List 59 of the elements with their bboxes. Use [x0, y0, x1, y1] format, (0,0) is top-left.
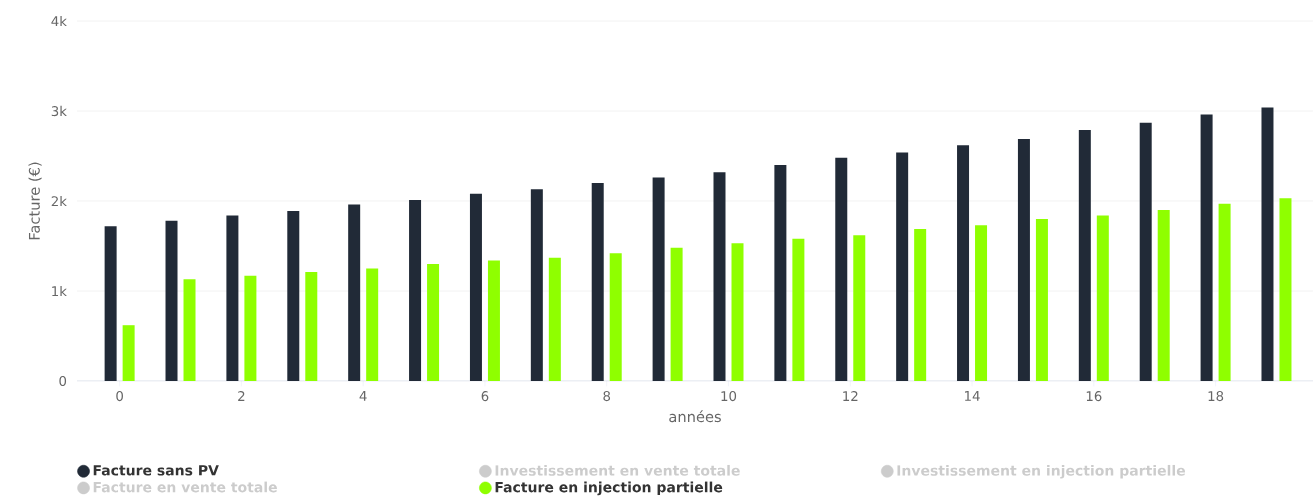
bar — [1096, 215, 1109, 381]
bar — [122, 325, 135, 381]
bar — [287, 210, 300, 381]
y-tick-label: 1k — [52, 285, 67, 297]
bar — [104, 226, 117, 381]
x-tick-label: 18 — [1208, 391, 1224, 402]
bar — [1035, 219, 1048, 381]
bar — [713, 172, 726, 381]
y-tick-label: 2k — [51, 195, 67, 207]
bar — [183, 279, 196, 381]
bar — [305, 272, 318, 381]
x-tick-label: 0 — [116, 391, 123, 402]
bar — [1200, 114, 1213, 381]
bar — [792, 238, 805, 381]
bar — [1017, 138, 1030, 381]
bar — [774, 165, 787, 381]
bar — [896, 152, 909, 381]
bar — [226, 215, 239, 381]
bar — [975, 225, 988, 381]
x-tick-label: 8 — [603, 391, 611, 402]
bar — [487, 260, 500, 381]
bar — [1139, 122, 1152, 381]
bar — [1261, 107, 1274, 381]
bar — [409, 200, 422, 381]
y-axis-title: Facture (€) — [28, 162, 42, 240]
bar — [1157, 210, 1170, 381]
bar — [244, 275, 257, 381]
x-tick-label: 2 — [238, 391, 245, 401]
bar — [1279, 198, 1292, 381]
y-tick-label: 3k — [51, 105, 67, 117]
bar — [652, 177, 665, 381]
bar — [835, 157, 848, 381]
y-tick-label: 0 — [59, 375, 67, 387]
y-tick-label: 4k — [51, 15, 67, 27]
bar — [914, 228, 927, 381]
bar — [548, 257, 561, 381]
legend-label: Facture sans PV — [93, 465, 219, 476]
x-tick-label: 16 — [1086, 391, 1102, 402]
bar — [957, 145, 970, 381]
bar — [469, 193, 482, 381]
bar — [165, 220, 178, 381]
bar — [1078, 129, 1091, 381]
bar — [366, 268, 379, 381]
x-axis-title: années — [669, 410, 721, 423]
x-tick-label: 10 — [721, 391, 737, 402]
bar — [1218, 203, 1231, 381]
bar — [670, 247, 683, 381]
legend-label: Facture en injection partielle — [495, 481, 723, 496]
bar — [853, 235, 866, 381]
x-tick-label: 6 — [481, 391, 489, 402]
bar — [427, 264, 440, 381]
x-tick-label: 12 — [843, 391, 858, 401]
bar — [609, 253, 622, 381]
bar — [530, 189, 543, 381]
x-tick-label: 14 — [965, 391, 980, 401]
x-tick-label: 4 — [359, 391, 367, 401]
bar — [348, 204, 361, 381]
bar — [591, 183, 604, 381]
bar — [731, 243, 744, 381]
